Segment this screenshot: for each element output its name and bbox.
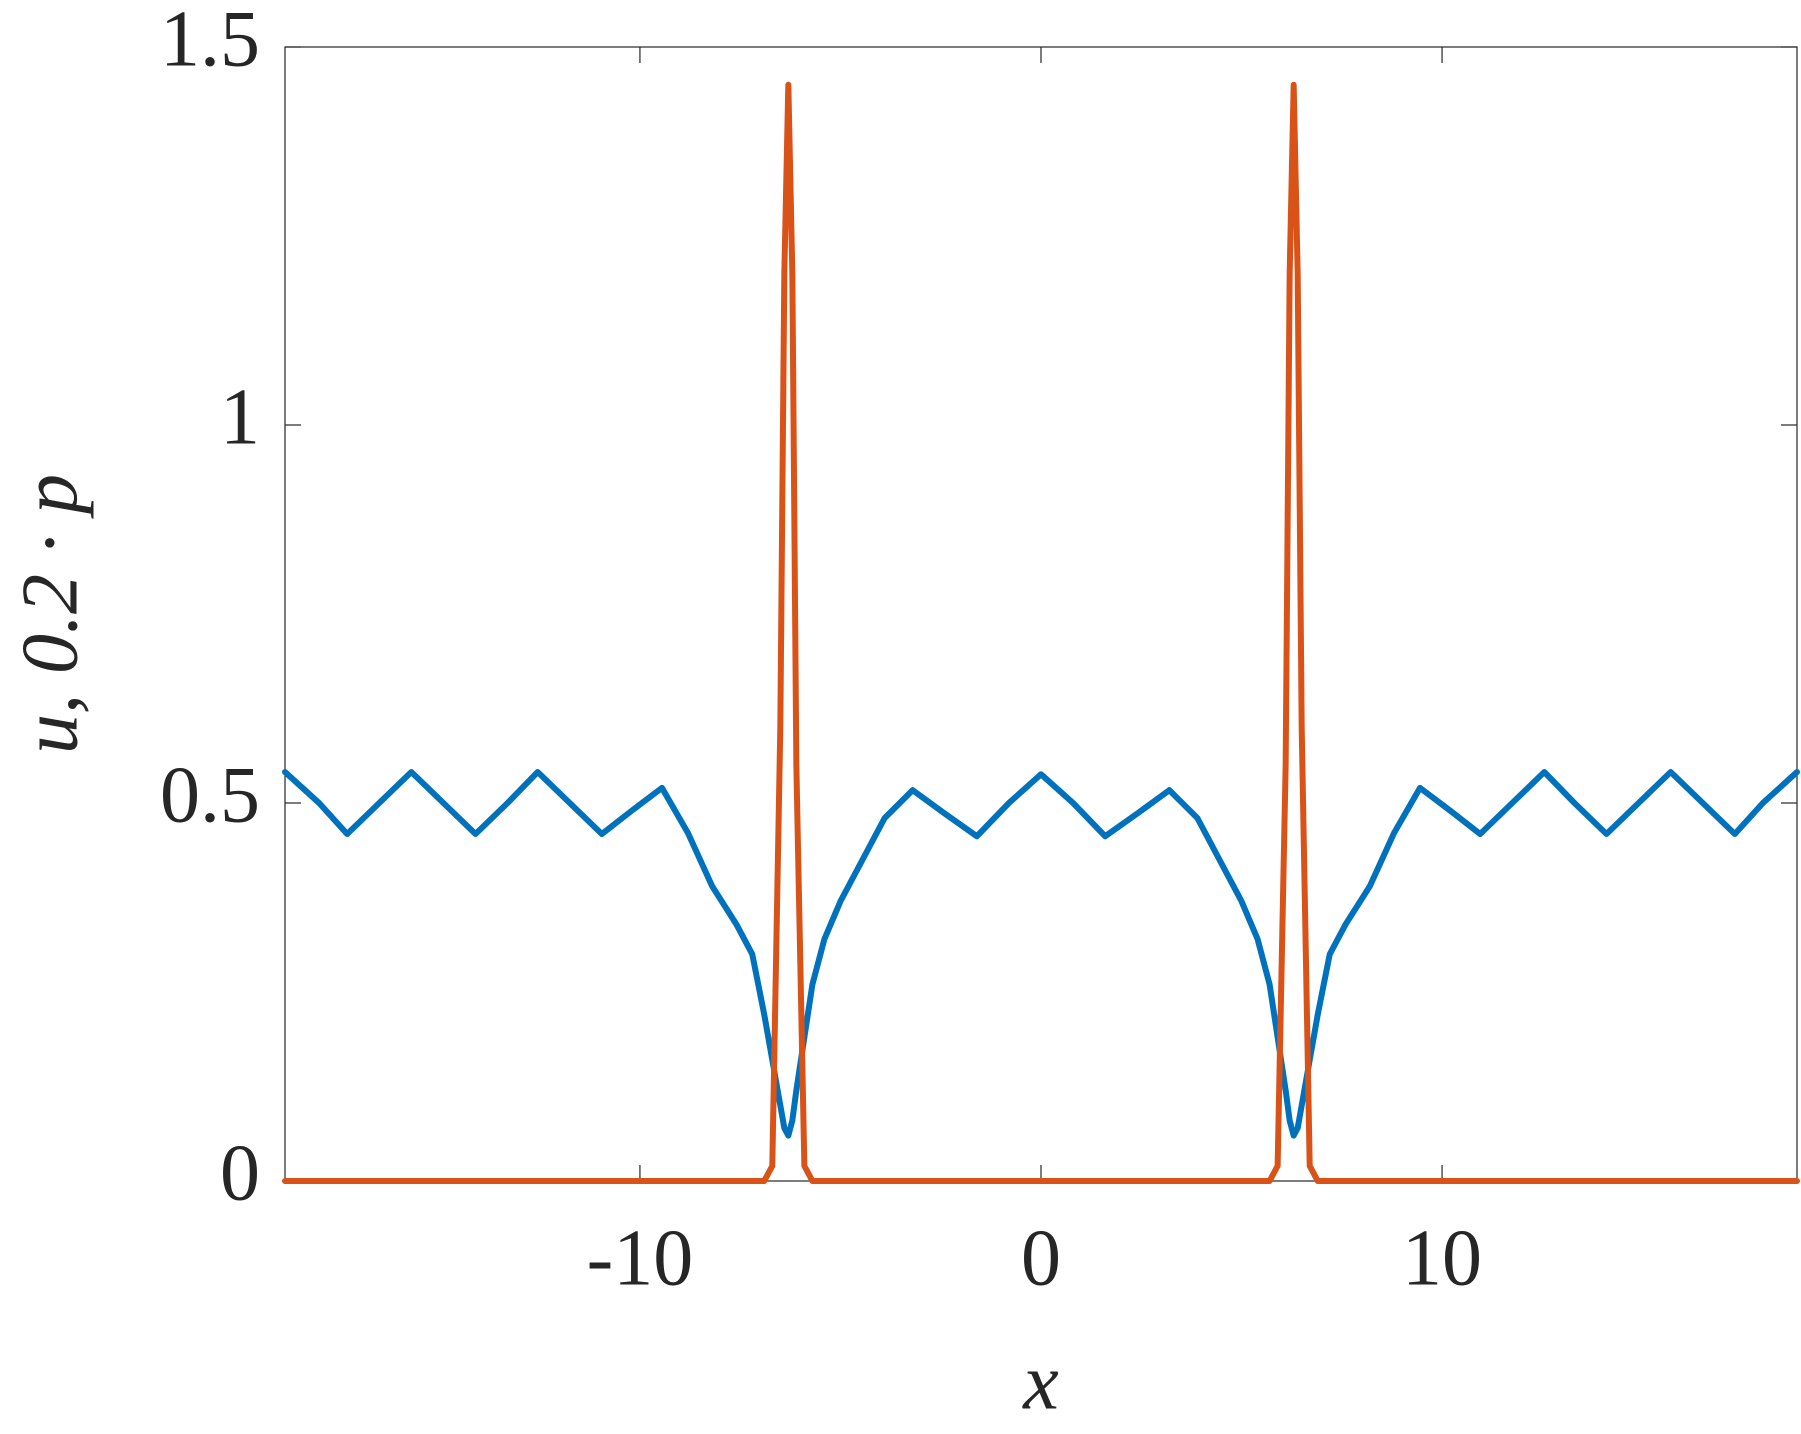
y-tick-label: 1.5 (160, 0, 260, 83)
x-tick-label: 0 (1021, 1214, 1061, 1302)
x-tick-label: -10 (587, 1214, 694, 1302)
y-tick-label: 0.5 (160, 751, 260, 839)
x-axis-label: x (1022, 1338, 1059, 1426)
y-axis-label: u, 0.2 · p (6, 474, 94, 754)
data-line (282, 769, 1800, 1139)
x-tick-label: 10 (1402, 1214, 1482, 1302)
y-tick-label: 1 (220, 373, 260, 461)
plot-frame (284, 46, 1798, 1182)
y-tick-label: 0 (220, 1129, 260, 1217)
data-line (282, 81, 1800, 1184)
